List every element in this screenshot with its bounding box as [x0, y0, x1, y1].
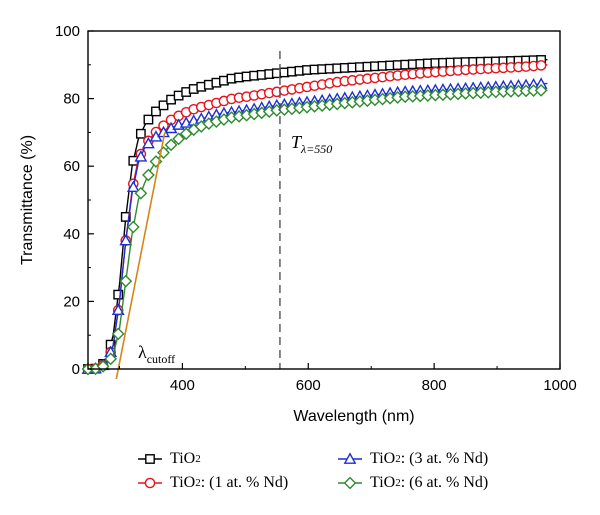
legend-swatch-marker	[343, 452, 357, 464]
legend-item-tio2-3nd: TiO 2: (3 at. % Nd)	[338, 448, 488, 470]
axis-ticks	[88, 30, 561, 370]
data-point	[164, 138, 178, 152]
data-point	[158, 100, 169, 111]
transmittance-chart: 400 600 800 1000 0 20 40 60 80 100 Wavelength (nm…	[19, 23, 577, 425]
legend-label-base: TiO	[170, 450, 196, 467]
legend-item-tio2: TiO 2	[138, 448, 201, 470]
x-tick-label: 400	[170, 377, 195, 394]
data-point	[119, 274, 133, 288]
cutoff-tangent-line	[115, 132, 166, 380]
data-point	[111, 327, 125, 341]
legend-label-suffix: : (3 at. % Nd)	[400, 450, 489, 467]
x-tick-label: 800	[422, 377, 447, 394]
data-point	[111, 303, 125, 316]
x-tick-label: 1000	[543, 377, 576, 394]
data-point	[113, 289, 124, 300]
y-tick-label: 20	[63, 293, 80, 310]
axis-tick-labels: 400 600 800 1000 0 20 40 60 80 100	[55, 23, 577, 394]
data-point	[157, 146, 170, 160]
data-point	[151, 106, 161, 117]
data-point	[142, 168, 155, 182]
legend-swatch-tio2	[138, 454, 162, 464]
data-point	[534, 83, 548, 97]
legend-swatch-marker	[343, 476, 357, 490]
y-axis-label: Transmittance (%)	[19, 135, 36, 265]
data-point	[126, 180, 140, 193]
y-tick-label: 60	[63, 158, 80, 175]
series-layer	[81, 55, 548, 376]
data-point	[134, 186, 148, 200]
data-point	[120, 211, 131, 222]
series-line	[88, 82, 548, 370]
legend-swatch-marker	[145, 454, 155, 464]
legend-label-base: TiO	[370, 474, 396, 491]
legend-item-tio2-6nd: TiO 2: (6 at. % Nd)	[338, 472, 488, 494]
x-axis-label: Wavelength (nm)	[293, 408, 414, 425]
data-point	[126, 220, 140, 234]
data-point	[142, 136, 155, 149]
data-point	[104, 352, 118, 366]
data-point	[143, 114, 154, 125]
y-tick-label: 80	[63, 91, 80, 108]
legend-item-tio2-1nd: TiO 2: (1 at. % Nd)	[138, 472, 288, 494]
data-point	[172, 132, 186, 146]
legend-swatch-tio2-3nd	[338, 452, 362, 464]
y-tick-label: 40	[63, 226, 80, 243]
data-point	[135, 128, 146, 139]
series-3	[81, 83, 548, 376]
data-point	[119, 233, 133, 246]
legend-label-base: TiO	[370, 450, 396, 467]
t-lambda-550-annotation: Tλ=550	[291, 132, 332, 156]
x-tick-label: 600	[296, 377, 321, 394]
legend-swatch-tio2-6nd	[338, 476, 362, 490]
t-annotation-main: T	[291, 132, 303, 152]
cutoff-annotation-sub: cutoff	[147, 352, 175, 366]
legend-swatch-tio2-1nd	[138, 477, 162, 489]
data-point	[134, 150, 148, 162]
data-point	[535, 60, 547, 71]
lambda-cutoff-annotation: λcutoff	[138, 342, 175, 366]
legend-label-suffix: : (1 at. % Nd)	[200, 474, 289, 491]
legend-swatch-marker	[144, 477, 156, 489]
y-tick-label: 0	[72, 361, 80, 378]
t-annotation-sub: λ=550	[300, 142, 332, 156]
legend: TiO 2 TiO 2: (1 at. % Nd) TiO 2: (3 at. % N…	[0, 440, 600, 510]
series-0	[83, 55, 548, 374]
y-tick-label: 100	[55, 23, 80, 40]
cutoff-annotation-main: λ	[138, 342, 147, 362]
legend-label-base: TiO	[170, 474, 196, 491]
legend-label-suffix: : (6 at. % Nd)	[400, 474, 489, 491]
